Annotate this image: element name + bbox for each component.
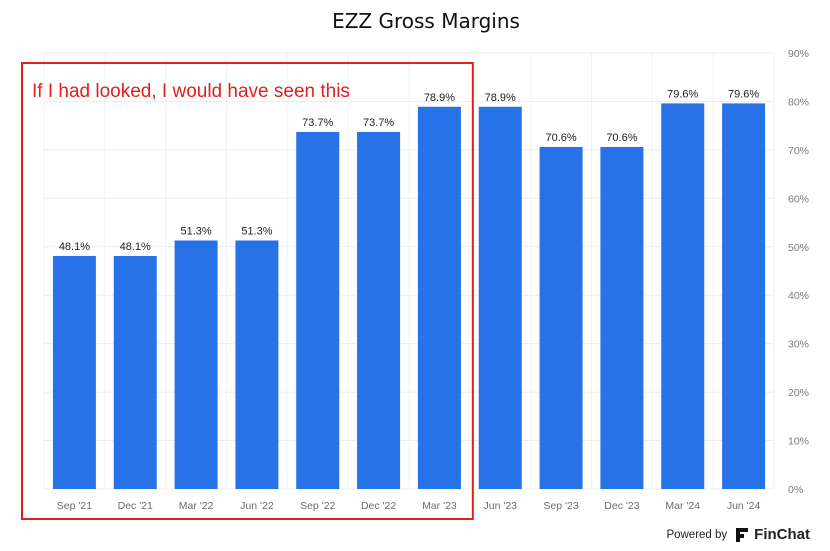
x-tick-label: Dec '23 [604, 500, 639, 512]
bar [296, 131, 340, 489]
bar [722, 103, 766, 489]
annotation-text: If I had looked, I would have seen this [32, 81, 350, 102]
bar [52, 255, 96, 489]
powered-by-footer: Powered by FinChat [666, 526, 810, 543]
x-tick-label: Mar '22 [179, 500, 214, 512]
y-tick-label: 10% [788, 436, 809, 448]
x-tick-label: Sep '22 [300, 500, 335, 512]
bar [357, 131, 401, 489]
y-tick-label: 70% [788, 145, 809, 157]
y-tick-label: 40% [788, 290, 809, 302]
x-tick-label: Sep '23 [543, 500, 578, 512]
powered-by-text: Powered by [666, 528, 728, 541]
bar [113, 255, 157, 489]
bar-value-label: 79.6% [667, 88, 698, 100]
bar-value-label: 78.9% [485, 92, 516, 104]
bar-value-label: 51.3% [241, 225, 272, 237]
x-tick-label: Dec '21 [118, 500, 153, 512]
y-tick-label: 0% [788, 484, 803, 496]
bar-value-label: 70.6% [606, 132, 637, 144]
bar-value-label: 70.6% [545, 132, 576, 144]
bar [661, 103, 705, 489]
x-axis-ticks: Sep '21 Dec '21 Mar '22 Jun '22 Sep '22 Dec '… [57, 500, 761, 512]
bars [52, 103, 766, 490]
y-tick-label: 30% [788, 339, 809, 351]
bar [235, 240, 279, 489]
y-tick-label: 50% [788, 242, 809, 254]
bar-value-label: 48.1% [120, 241, 151, 253]
bar [478, 106, 522, 490]
annotation: If I had looked, I would have seen this [21, 62, 474, 520]
y-axis-ticks: 0% 10% 20% 30% 40% 50% 60% 70% 80% 90% [788, 48, 809, 496]
bar-value-label: 73.7% [363, 117, 394, 129]
value-labels: 48.1% 48.1% 51.3% 51.3% 73.7% 73.7% 78.9% 78.9%… [59, 88, 760, 253]
bar [600, 146, 644, 489]
gridlines [43, 52, 775, 490]
x-tick-label: Sep '21 [57, 500, 92, 512]
y-tick-label: 20% [788, 387, 809, 399]
bar-value-label: 48.1% [59, 241, 90, 253]
x-tick-label: Mar '23 [422, 500, 457, 512]
x-tick-label: Jun '23 [483, 500, 517, 512]
finchat-brand: FinChat [754, 526, 810, 543]
bar-value-label: 73.7% [302, 117, 333, 129]
y-tick-label: 90% [788, 48, 809, 60]
finchat-logo-icon [736, 527, 749, 542]
bar-value-label: 79.6% [728, 88, 759, 100]
y-tick-label: 60% [788, 193, 809, 205]
bar-value-label: 51.3% [180, 225, 211, 237]
bar [417, 106, 461, 490]
x-tick-label: Jun '24 [727, 500, 761, 512]
x-tick-label: Mar '24 [665, 500, 700, 512]
bar [174, 240, 218, 489]
chart-title: EZZ Gross Margins [332, 9, 520, 33]
x-tick-label: Dec '22 [361, 500, 396, 512]
bar [539, 146, 583, 489]
bar-value-label: 78.9% [424, 92, 455, 104]
annotation-box [21, 62, 474, 520]
x-tick-label: Jun '22 [240, 500, 274, 512]
y-tick-label: 80% [788, 96, 809, 108]
